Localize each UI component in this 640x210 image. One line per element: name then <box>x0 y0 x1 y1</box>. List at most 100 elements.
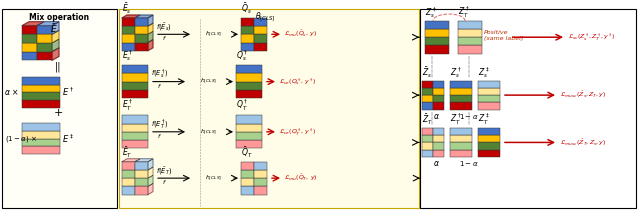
Bar <box>241 34 254 42</box>
Text: $E^\ddagger$: $E^\ddagger$ <box>62 132 74 145</box>
Bar <box>37 26 52 34</box>
Text: $1-\alpha$: $1-\alpha$ <box>460 112 479 121</box>
Polygon shape <box>122 15 140 18</box>
Bar <box>122 132 148 140</box>
Bar <box>122 74 148 82</box>
Bar <box>122 170 135 178</box>
Bar <box>458 21 482 29</box>
Text: f: f <box>158 84 160 89</box>
Bar <box>254 18 267 26</box>
Bar <box>254 178 267 186</box>
Text: $\bar{Z}_T$: $\bar{Z}_T$ <box>422 113 433 127</box>
Polygon shape <box>52 22 59 34</box>
Bar <box>22 34 37 43</box>
Text: $\mathcal{L}_{mu}(\bar{Q}_s,\,y)$: $\mathcal{L}_{mu}(\bar{Q}_s,\,y)$ <box>284 29 317 39</box>
Text: $\mathcal{L}_{mu}(\bar{Q}_T,\,y)$: $\mathcal{L}_{mu}(\bar{Q}_T,\,y)$ <box>284 173 317 183</box>
Text: $h_{[CLS]}$: $h_{[CLS]}$ <box>205 173 222 183</box>
Text: +: + <box>53 108 63 118</box>
Text: $f(E_s^\dagger)$: $f(E_s^\dagger)$ <box>151 67 169 81</box>
Bar <box>254 34 267 42</box>
Bar <box>422 88 433 95</box>
Text: $\bar{E}$: $\bar{E}$ <box>50 22 58 35</box>
Bar <box>135 18 148 26</box>
Bar <box>478 150 500 157</box>
Polygon shape <box>122 159 140 162</box>
Bar <box>433 88 444 95</box>
Polygon shape <box>148 167 153 178</box>
Bar <box>450 88 472 95</box>
Bar <box>135 26 148 34</box>
Bar <box>254 170 267 178</box>
Text: ||: || <box>55 62 61 72</box>
Text: f: f <box>158 134 160 139</box>
Bar <box>22 146 60 154</box>
Bar <box>22 92 60 100</box>
Bar <box>241 42 254 51</box>
Bar <box>241 162 254 170</box>
Text: $\bar{Q}_s$: $\bar{Q}_s$ <box>241 2 252 16</box>
Bar <box>236 82 262 90</box>
Bar <box>122 18 135 26</box>
Text: $\alpha$: $\alpha$ <box>433 112 440 121</box>
Bar <box>22 43 37 52</box>
Bar <box>241 178 254 186</box>
Text: $\mathcal{L}_{musc}(\bar{Z}_T,Z_s,y)$: $\mathcal{L}_{musc}(\bar{Z}_T,Z_s,y)$ <box>560 137 607 147</box>
Bar <box>135 170 148 178</box>
Text: $Z_T^\ddagger$: $Z_T^\ddagger$ <box>478 112 490 127</box>
Bar <box>236 115 262 124</box>
Bar <box>122 178 135 186</box>
Bar <box>22 131 60 139</box>
Text: $\bar{Z}_s$: $\bar{Z}_s$ <box>422 66 432 80</box>
Bar <box>135 186 148 194</box>
Polygon shape <box>22 22 44 26</box>
Bar <box>135 42 148 51</box>
Bar <box>236 132 262 140</box>
Bar <box>122 90 148 98</box>
Bar <box>22 52 37 60</box>
Bar <box>254 42 267 51</box>
Text: $f(E_T^\dagger)$: $f(E_T^\dagger)$ <box>151 117 169 131</box>
Bar <box>458 37 482 45</box>
Polygon shape <box>148 32 153 42</box>
Bar <box>450 150 472 157</box>
Bar <box>478 128 500 135</box>
Bar <box>433 128 444 135</box>
Bar <box>122 42 135 51</box>
Bar <box>422 102 433 110</box>
Polygon shape <box>148 40 153 51</box>
Text: $\bar{E}_T$: $\bar{E}_T$ <box>122 146 132 160</box>
Text: Mix operation: Mix operation <box>29 13 89 22</box>
Polygon shape <box>52 48 59 60</box>
Bar <box>450 142 472 150</box>
Bar <box>254 26 267 34</box>
Polygon shape <box>148 15 153 26</box>
Bar <box>458 45 482 54</box>
Bar <box>236 140 262 148</box>
Bar <box>135 34 148 42</box>
Bar <box>236 65 262 73</box>
Bar <box>433 81 444 88</box>
Bar <box>420 9 636 208</box>
Text: $Z_s^\dagger$: $Z_s^\dagger$ <box>450 65 461 80</box>
Bar <box>433 142 444 150</box>
Bar <box>478 95 500 102</box>
Polygon shape <box>148 175 153 186</box>
Bar <box>433 95 444 102</box>
Bar <box>478 88 500 95</box>
Bar <box>122 115 148 124</box>
Bar <box>241 18 254 26</box>
Bar <box>241 170 254 178</box>
Bar <box>450 135 472 142</box>
Bar <box>122 34 135 42</box>
Bar <box>122 162 135 170</box>
Bar <box>241 186 254 194</box>
Text: $f(\bar{E}_s)$: $f(\bar{E}_s)$ <box>156 22 172 33</box>
Text: $Z_T^\dagger$: $Z_T^\dagger$ <box>450 112 461 127</box>
Bar <box>425 37 449 45</box>
Text: $\alpha\,\times$: $\alpha\,\times$ <box>4 87 20 97</box>
Bar <box>478 81 500 88</box>
Bar <box>254 162 267 170</box>
Bar <box>433 150 444 157</box>
Bar <box>478 135 500 142</box>
Bar <box>22 84 60 92</box>
